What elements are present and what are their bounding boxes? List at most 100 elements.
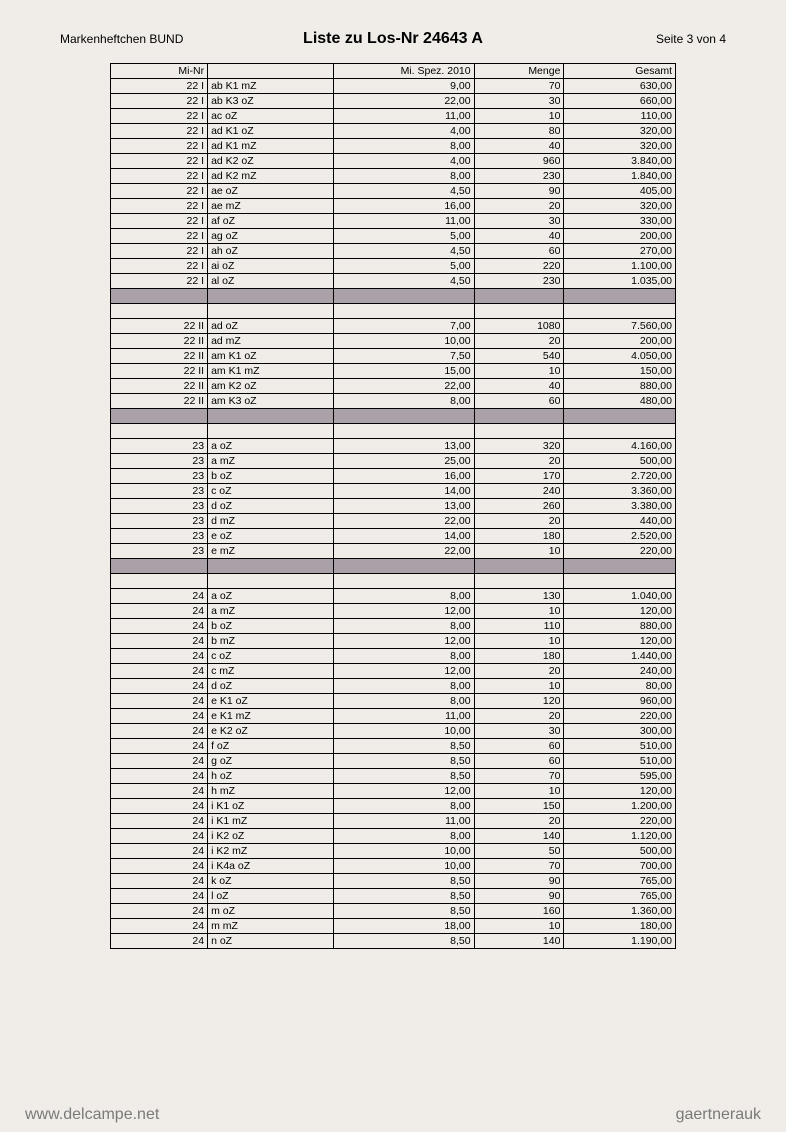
table-cell: 22 I bbox=[111, 184, 208, 199]
table-row: 24c mZ12,0020240,00 bbox=[111, 664, 676, 679]
table-cell: 160 bbox=[474, 904, 564, 919]
table-cell: 90 bbox=[474, 184, 564, 199]
table-cell: ad K1 oZ bbox=[208, 124, 334, 139]
table-cell: 330,00 bbox=[564, 214, 676, 229]
table-cell: 320,00 bbox=[564, 139, 676, 154]
table-cell: a oZ bbox=[208, 439, 334, 454]
table-cell: 24 bbox=[111, 829, 208, 844]
table-row: 22 Iab K1 mZ9,0070630,00 bbox=[111, 79, 676, 94]
page-footer: www.delcampe.net gaertnerauk bbox=[0, 1106, 786, 1124]
table-cell: e K2 oZ bbox=[208, 724, 334, 739]
table-row: 23e oZ14,001802.520,00 bbox=[111, 529, 676, 544]
table-cell: 30 bbox=[474, 214, 564, 229]
table-cell: a mZ bbox=[208, 454, 334, 469]
table-cell: ai oZ bbox=[208, 259, 334, 274]
table-cell: 22 I bbox=[111, 259, 208, 274]
table-cell: 630,00 bbox=[564, 79, 676, 94]
table-cell: 170 bbox=[474, 469, 564, 484]
table-cell: ae mZ bbox=[208, 199, 334, 214]
table-cell: 23 bbox=[111, 514, 208, 529]
table-cell: 120,00 bbox=[564, 634, 676, 649]
table-cell: h mZ bbox=[208, 784, 334, 799]
table-cell: 24 bbox=[111, 754, 208, 769]
page-title: Liste zu Los-Nr 24643 A bbox=[282, 30, 504, 48]
table-row: 24h oZ8,5070595,00 bbox=[111, 769, 676, 784]
table-cell: 8,00 bbox=[334, 799, 475, 814]
table-cell: 660,00 bbox=[564, 94, 676, 109]
table-cell: 11,00 bbox=[334, 814, 475, 829]
table-cell: 765,00 bbox=[564, 889, 676, 904]
table-cell: 180 bbox=[474, 529, 564, 544]
table-separator bbox=[111, 409, 676, 424]
table-cell: 70 bbox=[474, 79, 564, 94]
table-row: 24i K2 oZ8,001401.120,00 bbox=[111, 829, 676, 844]
table-row: 22 Iac oZ11,0010110,00 bbox=[111, 109, 676, 124]
table-cell: 20 bbox=[474, 334, 564, 349]
table-cell: 10 bbox=[474, 364, 564, 379]
table-row: 24n oZ8,501401.190,00 bbox=[111, 934, 676, 949]
table-cell: 23 bbox=[111, 499, 208, 514]
table-cell: 1.190,00 bbox=[564, 934, 676, 949]
table-cell: 22 I bbox=[111, 169, 208, 184]
header-left: Markenheftchen BUND bbox=[60, 32, 282, 46]
table-cell: ac oZ bbox=[208, 109, 334, 124]
table-cell: 765,00 bbox=[564, 874, 676, 889]
table-row: 24k oZ8,5090765,00 bbox=[111, 874, 676, 889]
table-container: Mi-Nr Mi. Spez. 2010 Menge Gesamt 22 Iab… bbox=[0, 58, 786, 949]
table-cell: af oZ bbox=[208, 214, 334, 229]
table-cell: 24 bbox=[111, 859, 208, 874]
table-cell: 320 bbox=[474, 439, 564, 454]
table-cell: 70 bbox=[474, 859, 564, 874]
table-cell: 20 bbox=[474, 814, 564, 829]
table-cell: ad K2 mZ bbox=[208, 169, 334, 184]
table-cell: 22 I bbox=[111, 199, 208, 214]
table-cell: 10 bbox=[474, 919, 564, 934]
table-cell: 23 bbox=[111, 454, 208, 469]
table-cell: 40 bbox=[474, 229, 564, 244]
table-cell: ae oZ bbox=[208, 184, 334, 199]
table-row: 24b mZ12,0010120,00 bbox=[111, 634, 676, 649]
table-cell: 24 bbox=[111, 934, 208, 949]
table-cell: 24 bbox=[111, 589, 208, 604]
table-cell: 90 bbox=[474, 889, 564, 904]
table-cell: 8,00 bbox=[334, 619, 475, 634]
table-cell: 10,00 bbox=[334, 844, 475, 859]
table-cell: 23 bbox=[111, 529, 208, 544]
table-cell: h oZ bbox=[208, 769, 334, 784]
table-cell: 1.120,00 bbox=[564, 829, 676, 844]
table-cell: 500,00 bbox=[564, 844, 676, 859]
table-cell: 320,00 bbox=[564, 124, 676, 139]
table-cell: 24 bbox=[111, 769, 208, 784]
table-cell: i K4a oZ bbox=[208, 859, 334, 874]
table-cell: ah oZ bbox=[208, 244, 334, 259]
table-cell: 23 bbox=[111, 484, 208, 499]
table-cell: 24 bbox=[111, 724, 208, 739]
table-cell: 220,00 bbox=[564, 814, 676, 829]
table-cell: 18,00 bbox=[334, 919, 475, 934]
table-cell: 40 bbox=[474, 139, 564, 154]
table-cell: 1.440,00 bbox=[564, 649, 676, 664]
footer-left: www.delcampe.net bbox=[25, 1106, 159, 1124]
table-cell: ad mZ bbox=[208, 334, 334, 349]
table-cell: b oZ bbox=[208, 469, 334, 484]
table-cell: 320,00 bbox=[564, 199, 676, 214]
table-cell: 22 II bbox=[111, 319, 208, 334]
table-cell: 510,00 bbox=[564, 754, 676, 769]
table-cell: 5,00 bbox=[334, 229, 475, 244]
table-cell: 8,00 bbox=[334, 829, 475, 844]
table-body: 22 Iab K1 mZ9,0070630,0022 Iab K3 oZ22,0… bbox=[111, 79, 676, 949]
table-cell: 22 I bbox=[111, 79, 208, 94]
col-header-menge: Menge bbox=[474, 64, 564, 79]
table-cell: 130 bbox=[474, 589, 564, 604]
table-row: 24h mZ12,0010120,00 bbox=[111, 784, 676, 799]
table-cell: 1.200,00 bbox=[564, 799, 676, 814]
table-cell: 10,00 bbox=[334, 334, 475, 349]
footer-right: gaertnerauk bbox=[676, 1106, 761, 1124]
table-cell: 7,50 bbox=[334, 349, 475, 364]
table-cell: 22 I bbox=[111, 109, 208, 124]
table-row: 22 Iae mZ16,0020320,00 bbox=[111, 199, 676, 214]
table-cell: 10 bbox=[474, 109, 564, 124]
table-cell: 80,00 bbox=[564, 679, 676, 694]
table-cell: n oZ bbox=[208, 934, 334, 949]
table-cell: am K1 oZ bbox=[208, 349, 334, 364]
